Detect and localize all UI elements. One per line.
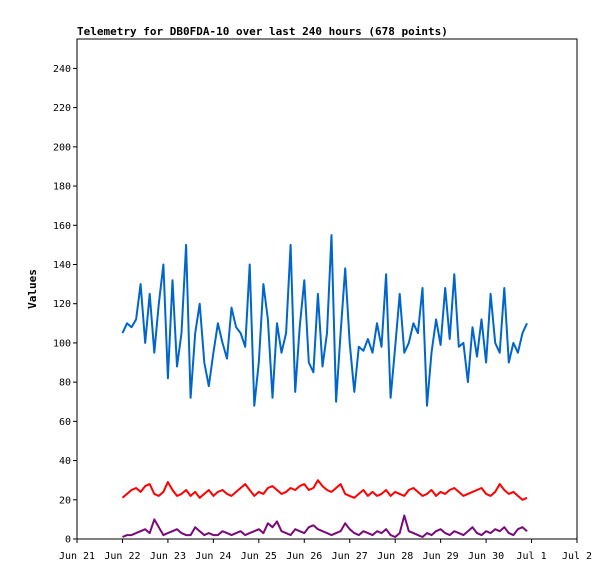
x-tick-label: Jun 27 bbox=[332, 551, 368, 562]
x-tick-label: Jun 21 bbox=[59, 551, 95, 562]
y-tick-label: 220 bbox=[53, 103, 71, 114]
series-1-line bbox=[121, 479, 528, 501]
x-tick-label: Jul 2 bbox=[562, 551, 592, 562]
x-tick-label: Jun 24 bbox=[195, 551, 231, 562]
x-tick-label: Jun 23 bbox=[150, 551, 186, 562]
y-tick-label: 240 bbox=[53, 64, 71, 75]
x-tick-label: Jun 28 bbox=[377, 551, 413, 562]
y-axis: 0 20 40 60 80 100 120 140 160 180 200 220 240 bbox=[53, 64, 77, 546]
series-0-line bbox=[121, 234, 528, 407]
y-tick-label: 120 bbox=[53, 299, 71, 310]
x-axis: Jun 21 Jun 22 Jun 23 Jun 24 Jun 25 Jun 26 Jun … bbox=[59, 539, 592, 562]
x-tick-label: Jun 29 bbox=[423, 551, 459, 562]
x-tick-label: Jun 25 bbox=[241, 551, 277, 562]
chart-title: Telemetry for DB0FDA-10 over last 240 ho… bbox=[77, 25, 448, 38]
y-tick-label: 140 bbox=[53, 260, 71, 271]
y-tick-label: 60 bbox=[59, 417, 71, 428]
y-axis-label: Values bbox=[26, 269, 39, 309]
y-tick-label: 100 bbox=[53, 338, 71, 349]
plot-area bbox=[76, 38, 578, 540]
x-tick-label: Jun 22 bbox=[104, 551, 140, 562]
series-2-line bbox=[122, 514, 528, 538]
x-tick-label: Jul 1 bbox=[516, 551, 546, 562]
y-tick-label: 0 bbox=[65, 535, 71, 546]
y-tick-label: 160 bbox=[53, 221, 71, 232]
y-tick-label: 20 bbox=[59, 495, 71, 506]
x-tick-label: Jun 30 bbox=[468, 551, 504, 562]
y-tick-label: 200 bbox=[53, 142, 71, 153]
y-tick-label: 40 bbox=[59, 456, 71, 467]
y-tick-label: 180 bbox=[53, 182, 71, 193]
series-group bbox=[121, 234, 528, 538]
y-tick-label: 80 bbox=[59, 378, 71, 389]
x-tick-label: Jun 26 bbox=[286, 551, 322, 562]
